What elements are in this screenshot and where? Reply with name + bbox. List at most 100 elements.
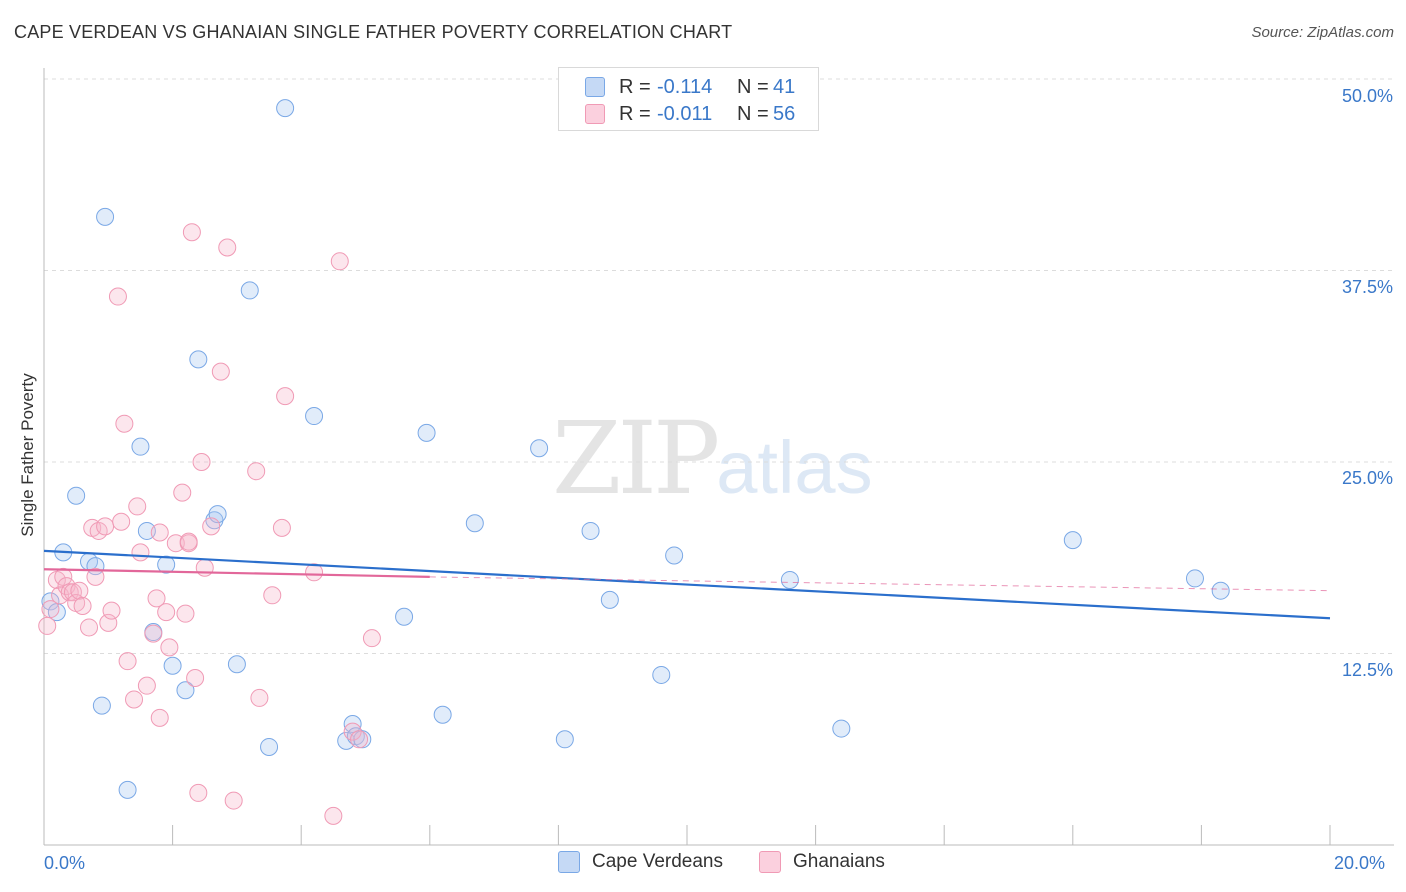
n-value: 41: [773, 75, 796, 98]
ghanaian-point: [182, 223, 201, 242]
cape-verdean-point: [240, 281, 259, 300]
cape-verdean-point: [276, 99, 295, 118]
grid: [44, 78, 1394, 654]
cape-verdean-point: [189, 350, 208, 369]
ghanaian-point: [324, 806, 343, 825]
cape-verdean-point: [227, 655, 246, 674]
axes: [43, 68, 1394, 846]
ghanaian-point: [189, 783, 208, 802]
cape-verdean-point: [465, 514, 484, 533]
cape-verdean-point: [157, 555, 176, 574]
watermark: ZIPatlas: [552, 400, 873, 517]
chart-title: CAPE VERDEAN VS GHANAIAN SINGLE FATHER P…: [14, 22, 733, 42]
ghanaian-point: [192, 453, 211, 471]
ghanaian-point: [263, 586, 282, 605]
cape-verdean-point: [555, 730, 574, 749]
cape-verdean-point: [417, 423, 436, 442]
legend-label: Cape Verdeans: [592, 851, 723, 872]
cape-verdean-point: [581, 521, 600, 540]
ghanaian-point: [176, 604, 195, 623]
legend-swatch-blue: [558, 851, 580, 873]
data-points: [38, 99, 1230, 825]
ghanaian-point: [112, 512, 131, 531]
cape-verdean-point: [260, 737, 279, 756]
ghanaian-point: [179, 532, 198, 551]
ghanaian-point: [272, 518, 291, 537]
x-tick-label-max: 20.0%: [1334, 853, 1386, 873]
ghanaian-point: [218, 238, 237, 257]
ghanaian-point: [70, 581, 89, 600]
ghanaian-point: [305, 563, 324, 582]
legend-item-cape-verdeans[interactable]: Cape Verdeans: [558, 851, 723, 873]
x-tick-label-min: 0.0%: [44, 853, 86, 873]
cape-verdean-point: [600, 590, 619, 609]
ghanaian-point: [63, 583, 82, 602]
stats-legend-row-ghanaians: R = -0.011 N = 56: [585, 102, 795, 126]
ghanaian-point: [118, 652, 137, 671]
ghanaian-point: [362, 629, 381, 648]
ghanaian-point: [173, 483, 192, 502]
cape-verdean-point: [67, 486, 86, 505]
y-tick-label-50: 50.0%: [1341, 86, 1393, 106]
cape-verdean-point: [305, 407, 324, 426]
ghanaian-point: [108, 287, 127, 306]
cape-verdean-point: [433, 705, 452, 724]
cape-verdean-point: [118, 780, 137, 799]
y-tick-label-37-5: 37.5%: [1341, 277, 1393, 297]
ghanaian-point: [186, 669, 205, 688]
ghanaian-point: [343, 722, 362, 741]
source-credit: Source: ZipAtlas.com: [1251, 24, 1394, 41]
stats-legend: R = -0.114 N = 41 R = -0.011 N = 56: [558, 67, 819, 131]
y-axis-label: Single Father Poverty: [18, 373, 37, 537]
r-label: R =: [619, 75, 651, 98]
ghanaian-point: [250, 688, 269, 707]
series-legend: Cape Verdeans Ghanaians: [558, 851, 921, 873]
ghanaian-point: [144, 624, 163, 643]
watermark-zip: ZIP: [552, 400, 720, 517]
stats-legend-row-cape-verdeans: R = -0.114 N = 41: [585, 75, 795, 99]
cape-verdean-trend-line: [43, 549, 1331, 620]
cape-verdean-point: [337, 731, 356, 750]
ghanaian-point: [86, 567, 105, 586]
legend-swatch-pink: [759, 851, 781, 873]
cape-verdean-point: [41, 592, 60, 611]
ghanaian-point: [102, 601, 121, 620]
ghanaian-trend-line: [43, 568, 430, 578]
r-label: R =: [619, 102, 651, 125]
legend-swatch-blue: [585, 77, 605, 97]
legend-item-ghanaians[interactable]: Ghanaians: [759, 851, 885, 873]
cape-verdean-point: [530, 439, 549, 458]
ghanaian-point: [224, 791, 243, 810]
y-tick-label-25: 25.0%: [1341, 468, 1393, 488]
ghanaian-point: [330, 252, 349, 271]
ghanaian-point: [125, 690, 144, 709]
ghanaian-point: [160, 638, 179, 657]
ghanaian-point: [166, 534, 185, 553]
ghanaian-trend-extension: [429, 576, 1331, 592]
cape-verdean-point: [832, 719, 851, 738]
ghanaian-point: [115, 414, 134, 433]
cape-verdean-point: [665, 546, 684, 565]
cape-verdean-point: [176, 681, 195, 700]
ghanaian-point: [131, 543, 150, 562]
legend-swatch-pink: [585, 104, 605, 124]
cape-verdean-point: [131, 437, 150, 456]
ghanaian-point: [276, 387, 295, 406]
ghanaian-point: [96, 517, 115, 536]
ghanaian-point: [202, 517, 221, 536]
ghanaian-point: [150, 708, 169, 727]
n-label: N =: [737, 102, 769, 125]
n-label: N =: [737, 75, 769, 98]
ghanaian-point: [150, 523, 169, 542]
ghanaian-point: [89, 521, 108, 540]
n-value: 56: [773, 102, 796, 125]
ghanaian-point: [157, 603, 176, 622]
trend-lines: [43, 549, 1331, 620]
cape-verdean-point: [163, 656, 182, 675]
cape-verdean-point: [780, 570, 799, 589]
r-value: -0.011: [657, 102, 713, 125]
cape-verdean-point: [1063, 531, 1082, 550]
cape-verdean-point: [137, 521, 156, 540]
cape-verdean-point: [96, 207, 115, 226]
